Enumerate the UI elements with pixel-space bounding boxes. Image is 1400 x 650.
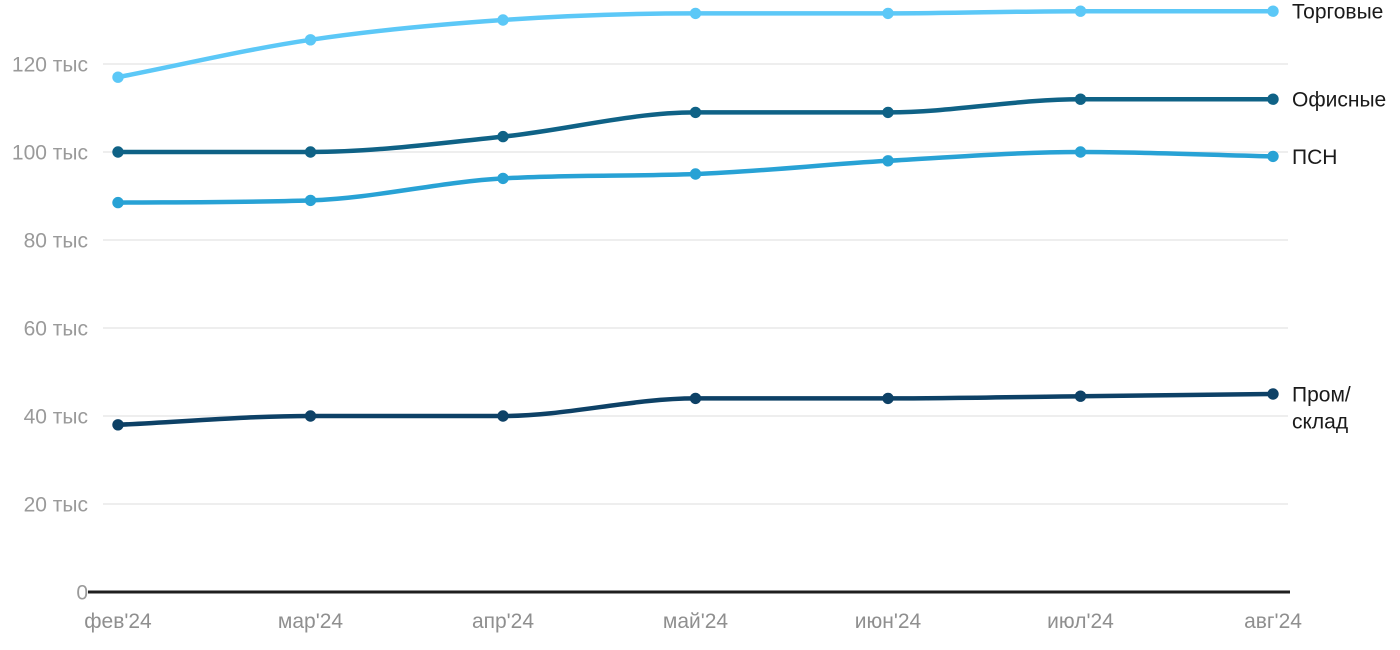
y-tick-label-60: 60 тыс [24, 318, 88, 341]
x-tick-label-3: май'24 [663, 610, 729, 633]
y-axis-tick-labels: 0 20 тыс 40 тыс 60 тыс 80 тыс 100 тыс 120 тыс [12, 54, 88, 605]
series-point-psn-1 [304, 194, 317, 207]
series-point-prom-sklad-3 [689, 392, 702, 405]
series-line-torgovye [115, 8, 1276, 80]
y-tick-label-0: 0 [76, 582, 88, 605]
series-label-torgovye: Торговые [1292, 1, 1383, 24]
x-tick-label-4: июн'24 [855, 610, 922, 633]
series-label-psn: ПСН [1292, 146, 1337, 169]
series-point-ofisnye-1 [304, 146, 317, 158]
series-point-torgovye-4 [882, 7, 894, 20]
series-lines [115, 8, 1276, 428]
series-label-prom-sklad: Пром/склад [1292, 384, 1351, 434]
series-point-ofisnye-2 [497, 130, 509, 143]
x-tick-label-2: апр'24 [472, 610, 534, 633]
series-points [112, 5, 1279, 431]
series-point-prom-sklad-2 [497, 410, 509, 422]
series-point-psn-6 [1267, 150, 1279, 163]
y-tick-label-80: 80 тыс [24, 230, 88, 253]
y-tick-label-120: 120 тыс [12, 54, 88, 77]
series-point-prom-sklad-1 [304, 410, 317, 422]
series-point-ofisnye-3 [689, 106, 702, 119]
series-point-psn-3 [689, 168, 702, 180]
series-point-torgovye-2 [497, 14, 509, 26]
series-point-torgovye-3 [689, 7, 702, 20]
y-tick-label-20: 20 тыс [24, 494, 88, 517]
x-tick-label-5: июл'24 [1047, 610, 1114, 633]
gridlines [103, 63, 1288, 505]
y-tick-label-100: 100 тыс [12, 142, 88, 165]
series-point-prom-sklad-0 [112, 419, 124, 431]
series-point-ofisnye-6 [1267, 93, 1279, 105]
x-axis-tick-labels: фев'24 мар'24 апр'24 май'24 июн'24 июл'24 авг'… [84, 610, 1302, 633]
series-point-psn-2 [497, 172, 509, 185]
series-labels: Торговые Офисные ПСН Пром/склад [1292, 1, 1386, 434]
series-point-torgovye-5 [1074, 5, 1087, 17]
series-point-psn-0 [112, 196, 124, 209]
y-tick-label-40: 40 тыс [24, 406, 88, 429]
series-point-prom-sklad-4 [882, 392, 894, 405]
series-point-torgovye-1 [304, 34, 317, 46]
series-point-prom-sklad-5 [1074, 390, 1087, 402]
series-point-psn-5 [1074, 146, 1087, 158]
series-label-ofisnye: Офисные [1292, 89, 1386, 112]
series-point-ofisnye-4 [882, 106, 894, 119]
x-tick-label-6: авг'24 [1244, 610, 1302, 633]
series-point-torgovye-6 [1267, 5, 1279, 17]
x-tick-label-1: мар'24 [278, 610, 343, 633]
series-point-psn-4 [882, 155, 894, 167]
series-point-torgovye-0 [112, 71, 124, 83]
series-point-ofisnye-5 [1074, 93, 1087, 105]
x-tick-label-0: фев'24 [84, 610, 152, 633]
series-point-ofisnye-0 [112, 146, 124, 158]
series-point-prom-sklad-6 [1267, 388, 1279, 400]
